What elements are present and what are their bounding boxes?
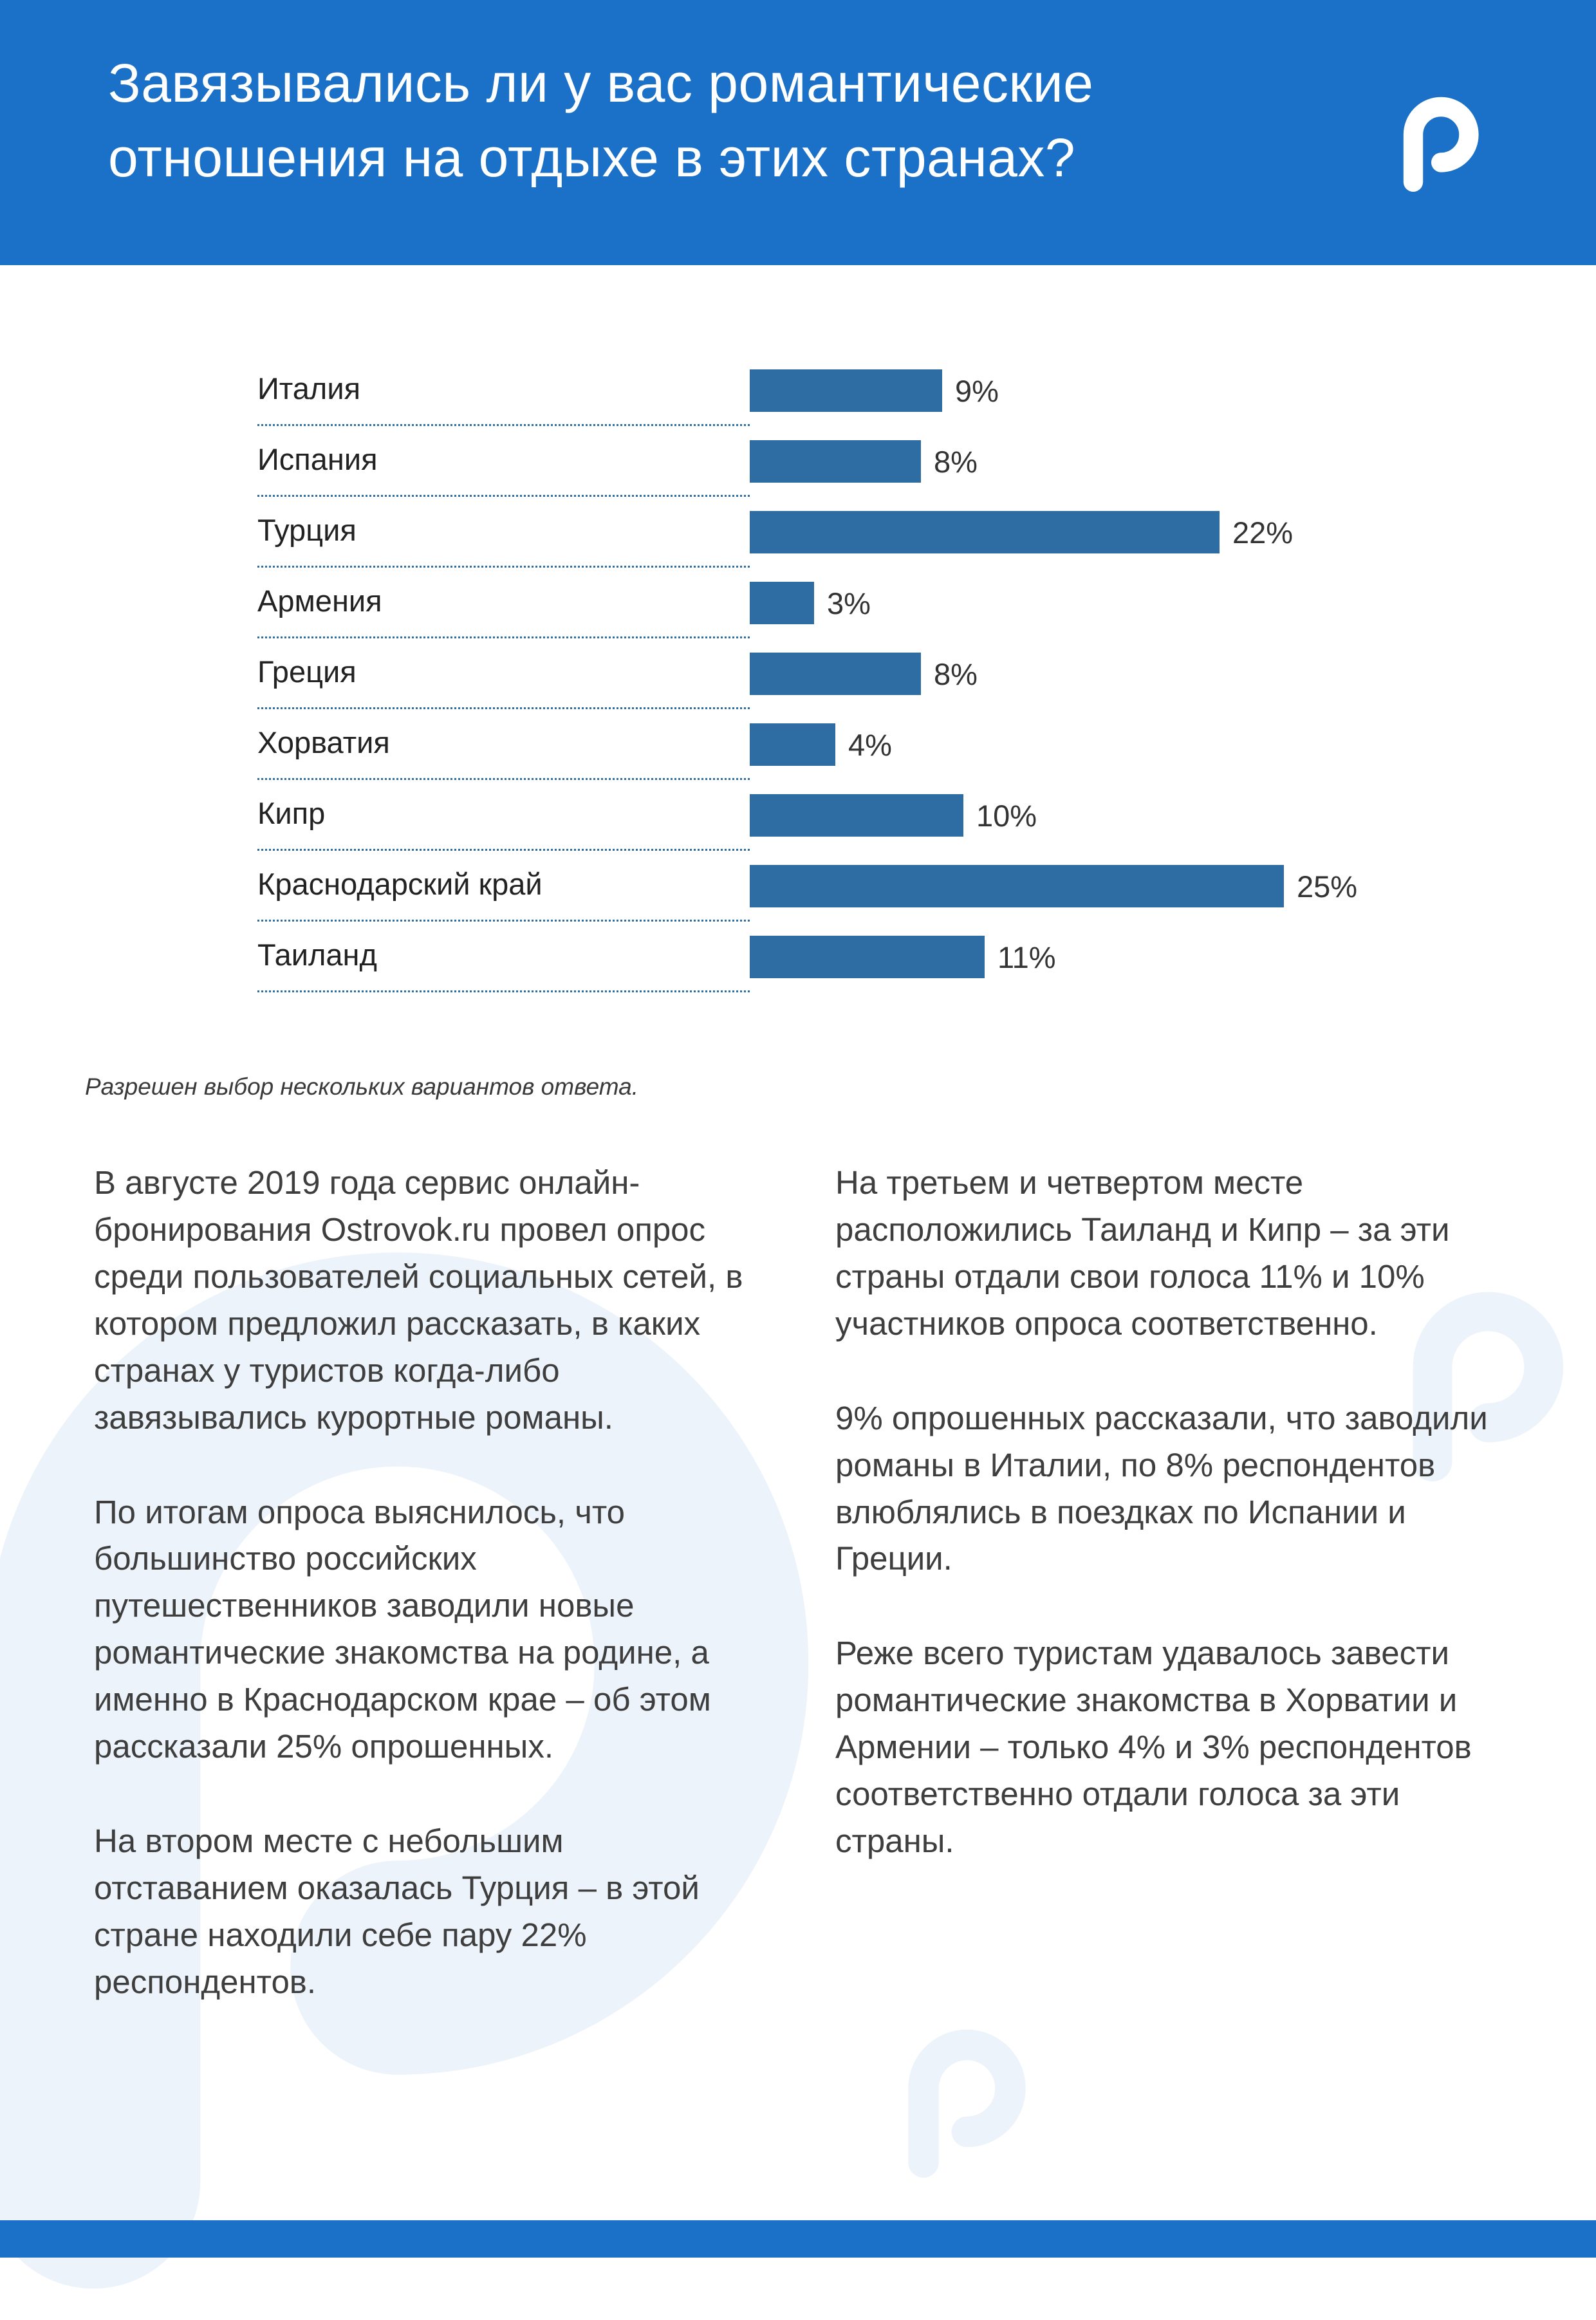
article-paragraph: В августе 2019 года сервис онлайн-бронир… [94,1164,743,1436]
chart-value-label: 3% [827,586,871,620]
chart-value-label: 8% [934,444,978,479]
article-paragraph: Реже всего туристам удавалось завести ро… [835,1635,1472,1860]
chart-bar-cell: 22% [750,497,1293,568]
chart-bar-cell: 8% [750,426,978,497]
footer-bar [0,2220,1596,2258]
chart-bar [750,723,835,766]
chart-bar-cell: 25% [750,851,1357,922]
chart-bar-cell: 10% [750,780,1037,851]
chart-bar [750,865,1284,907]
chart-row: Таиланд 11% [257,922,1525,992]
chart-bar-cell: 8% [750,638,978,709]
chart-bar-cell: 3% [750,568,871,638]
chart-row: Краснодарский край 25% [257,851,1525,922]
chart-bar [750,653,921,695]
article-paragraph: На втором месте с небольшим отставанием … [94,1823,700,2000]
chart-category-label: Краснодарский край [257,851,750,922]
chart-value-label: 25% [1297,869,1358,904]
article-paragraph: На третьем и четвертом месте расположили… [835,1164,1450,1342]
chart-bar-cell: 9% [750,355,999,426]
chart-row: Турция 22% [257,497,1525,568]
chart-category-label: Италия [257,355,750,426]
chart-bar [750,440,921,483]
chart-category-label: Турция [257,497,750,568]
chart-row: Хорватия 4% [257,709,1525,780]
chart-row: Кипр 10% [257,780,1525,851]
chart-bar [750,794,963,837]
chart-bar [750,936,985,978]
watermark-ostrovok-pin-icon [875,2021,1036,2182]
chart-value-label: 4% [848,727,892,762]
chart-bar [750,369,942,412]
article-left-column: В августе 2019 года сервис онлайн-бронир… [94,1160,761,2054]
chart-row: Италия 9% [257,355,1525,426]
chart-row: Испания 8% [257,426,1525,497]
chart-row: Греция 8% [257,638,1525,709]
chart-value-label: 8% [934,656,978,691]
article-paragraph: 9% опрошенных рассказали, что заводили р… [835,1399,1488,1577]
ostrovok-pin-icon [1382,91,1485,194]
chart-bar-cell: 4% [750,709,892,780]
chart-category-label: Таиланд [257,922,750,992]
multi-select-note: Разрешен выбор нескольких вариантов отве… [85,1073,638,1100]
bar-chart: Италия 9% Испания 8% Турция 22% Армения 3% Греци… [257,355,1525,992]
chart-bar [750,582,814,624]
watermark-ostrovok-pin-icon [1371,1281,1577,1487]
chart-category-label: Греция [257,638,750,709]
article: В августе 2019 года сервис онлайн-бронир… [94,1160,1502,2054]
chart-value-label: 9% [955,373,999,408]
header: Завязывались ли у вас романтические отно… [0,0,1596,265]
chart-bar-cell: 11% [750,922,1056,992]
article-right-column: На третьем и четвертом месте расположили… [835,1160,1502,2054]
chart-category-label: Армения [257,568,750,638]
watermark-ostrovok-pin-icon [0,1191,882,2317]
chart-bar [750,511,1220,553]
page-title-line-2: отношения на отдыхе в этих странах? [108,127,1076,188]
chart-category-label: Испания [257,426,750,497]
chart-category-label: Хорватия [257,709,750,780]
chart-value-label: 10% [976,798,1037,833]
page-title-line-1: Завязывались ли у вас романтические [108,53,1094,113]
chart-category-label: Кипр [257,780,750,851]
chart-value-label: 11% [998,940,1056,974]
chart-value-label: 22% [1232,515,1294,550]
page-title: Завязывались ли у вас романтические отно… [108,46,1093,196]
chart-row: Армения 3% [257,568,1525,638]
article-paragraph: По итогам опроса выяснилось, что большин… [94,1493,711,1765]
